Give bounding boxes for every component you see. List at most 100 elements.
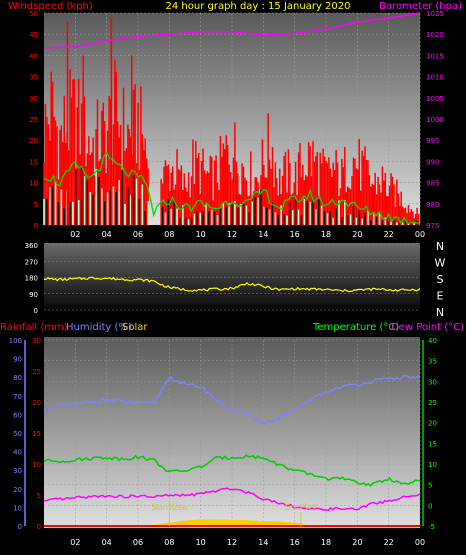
temp-y-tick: -5 (428, 523, 435, 531)
wind-average-line (43, 151, 421, 226)
wind-panel: 0510152025303540455097598098599099510001… (29, 10, 444, 239)
temperature-panel: SunRise SunSet -5 0 5 10 15 20 25 30 35 40 0 10 20 30 4… (9, 337, 437, 547)
temp-y-tick: 0 (428, 502, 432, 510)
wind-y-tick: 15 (29, 158, 38, 166)
rain-y-tick: 25 (32, 368, 41, 376)
graph-title: 24 hour graph day : 15 January 2020 (166, 1, 351, 12)
wind-x-tick: 00 (415, 230, 425, 239)
wind-y-tick: 35 (29, 74, 38, 82)
wind-x-tick: 04 (102, 230, 112, 239)
humidity-y-tick: 50 (13, 430, 22, 438)
wind-x-tick: 20 (352, 230, 362, 239)
temperature-line (43, 454, 421, 487)
compass-label: N (436, 306, 444, 319)
temp-x-tick: 12 (227, 538, 237, 547)
dir-y-tick: 0 (34, 307, 38, 315)
temp-x-tick: 08 (164, 538, 174, 547)
wind-y-tick: 10 (29, 180, 38, 188)
rain-axis-label: Rainfall (mm) (0, 322, 68, 333)
temp-x-tick: 04 (102, 538, 112, 547)
wind-x-tick: 14 (258, 230, 268, 239)
dewpoint-axis-label: Dew Point (°C) (391, 322, 464, 333)
wind-y-tick: 25 (29, 116, 38, 124)
rain-y-tick: 5 (37, 492, 41, 500)
wind-x-tick: 06 (133, 230, 143, 239)
top-header: Windspeed (kph) 24 hour graph day : 15 J… (8, 1, 462, 12)
temp-x-tick: 02 (70, 538, 80, 547)
temp-x-tick: 18 (321, 538, 331, 547)
baro-y-tick: 1010 (426, 74, 444, 82)
wind-y-tick: 5 (34, 201, 38, 209)
baro-y-tick: 985 (426, 180, 439, 188)
baro-y-tick: 1000 (426, 116, 444, 124)
rain-y-tick: 20 (32, 399, 41, 407)
baro-y-tick: 1005 (426, 95, 444, 103)
rain-y-tick: 0 (37, 523, 41, 531)
wind-y-tick: 45 (29, 31, 38, 39)
dir-y-tick: 180 (25, 275, 38, 283)
humidity-y-tick: 30 (13, 467, 22, 475)
baro-y-tick: 1025 (426, 10, 444, 18)
temp-y-tick: 15 (428, 440, 437, 448)
compass-label: S (437, 273, 444, 286)
humidity-y-tick: 20 (13, 486, 22, 494)
rain-y-tick: 30 (32, 337, 41, 345)
temp-y-tick: 10 (428, 461, 437, 469)
temp-y-tick: 25 (428, 399, 437, 407)
wind-y-tick: 0 (34, 222, 38, 230)
humidity-axis-label: Humidity (%) (66, 322, 132, 333)
dir-y-tick: 90 (29, 291, 38, 299)
barometer-line (43, 12, 421, 49)
baro-axis-label: Barometer (hpa) (379, 1, 462, 12)
temp-y-tick: 30 (428, 378, 437, 386)
temp-x-tick: 14 (258, 538, 268, 547)
rain-y-tick: 10 (32, 461, 41, 469)
wind-x-tick: 02 (70, 230, 80, 239)
dir-y-tick: 360 (25, 242, 38, 250)
temp-x-tick: 20 (352, 538, 362, 547)
humidity-y-tick: 0 (18, 523, 22, 531)
rain-y-tick: 15 (32, 430, 41, 438)
temp-x-tick: 16 (290, 538, 300, 547)
baro-y-tick: 975 (426, 222, 439, 230)
temp-x-tick: 22 (384, 538, 394, 547)
solar-area (44, 519, 420, 526)
sunrise-label: SunRise (151, 503, 188, 513)
humidity-y-tick: 100 (9, 337, 22, 345)
dir-y-tick: 270 (25, 258, 38, 266)
sunset-label: SunSet (285, 503, 317, 513)
compass-label: W (435, 257, 446, 270)
humidity-y-tick: 60 (13, 411, 22, 419)
baro-y-tick: 1020 (426, 31, 444, 39)
humidity-y-tick: 10 (13, 504, 22, 512)
wind-x-tick: 10 (196, 230, 206, 239)
dewpoint-line (43, 487, 421, 511)
temp-y-tick: 5 (428, 482, 432, 490)
humidity-y-tick: 80 (13, 374, 22, 382)
wind-axis-label: Windspeed (kph) (8, 1, 93, 12)
wind-y-tick: 20 (29, 137, 38, 145)
temperature-axis-label: Temperature (°C) (312, 322, 399, 333)
wind-direction-line (43, 276, 421, 293)
compass-label: N (436, 240, 444, 253)
solar-axis-label: Solar (122, 322, 148, 333)
wind-x-tick: 12 (227, 230, 237, 239)
wind-y-tick: 30 (29, 95, 38, 103)
baro-y-tick: 1015 (426, 52, 444, 60)
baro-y-tick: 990 (426, 158, 439, 166)
temp-x-tick: 00 (415, 538, 425, 547)
bottom-header: Rainfall (mm) Humidity (%) Solar Tempera… (0, 322, 464, 333)
wind-x-tick: 16 (290, 230, 300, 239)
compass-label: E (437, 290, 444, 303)
temp-y-tick: 35 (428, 358, 437, 366)
temp-x-tick: 10 (196, 538, 206, 547)
humidity-y-tick: 40 (13, 449, 22, 457)
baro-y-tick: 995 (426, 137, 439, 145)
humidity-y-tick: 70 (13, 393, 22, 401)
humidity-y-tick: 90 (13, 356, 22, 364)
wind-y-tick: 40 (29, 52, 38, 60)
wind-x-tick: 08 (164, 230, 174, 239)
wind-x-tick: 22 (384, 230, 394, 239)
